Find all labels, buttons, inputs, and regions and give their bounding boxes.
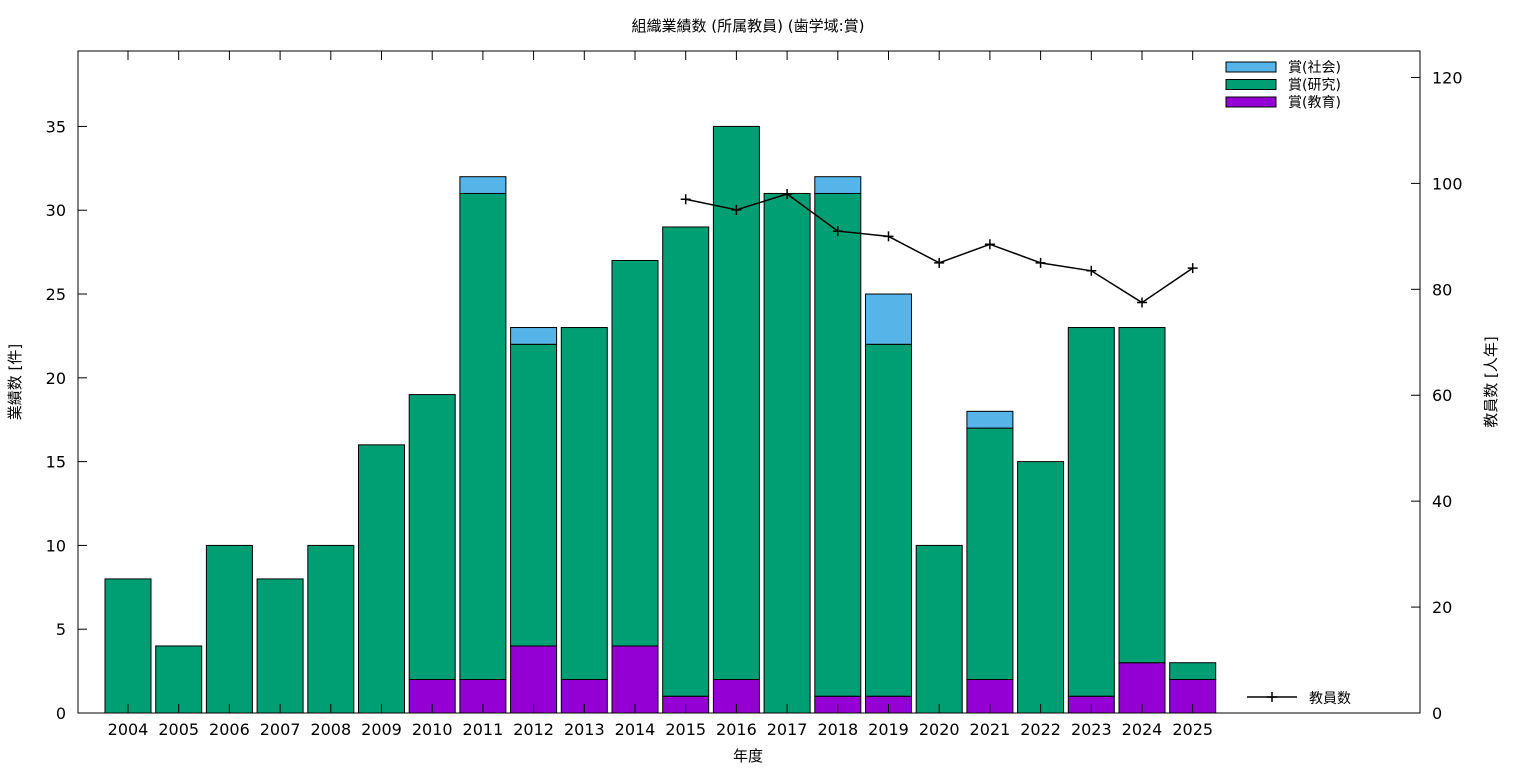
bar-2021-series-1 bbox=[966, 427, 1014, 680]
line-point-2015 bbox=[680, 194, 691, 205]
x-tick-label-2016: 2016 bbox=[716, 720, 757, 739]
y-tick-label-5: 5 bbox=[56, 620, 66, 639]
y2-tick-label-120: 120 bbox=[1432, 68, 1463, 87]
legend-swatch-0 bbox=[1225, 61, 1277, 73]
bar-2020-series-1 bbox=[915, 544, 963, 714]
bars-group bbox=[104, 125, 1217, 714]
bar-2023-series-1 bbox=[1067, 327, 1115, 697]
x-tick-label-2011: 2011 bbox=[463, 720, 504, 739]
y-tick-label-15: 15 bbox=[46, 453, 66, 472]
line-point-2021 bbox=[984, 239, 995, 250]
bar-2009-series-1 bbox=[358, 444, 405, 714]
bar-2022-series-1 bbox=[1017, 461, 1065, 714]
bar-2011-series-1 bbox=[459, 192, 507, 680]
x-tick-label-2012: 2012 bbox=[513, 720, 554, 739]
x-tick-label-2007: 2007 bbox=[260, 720, 301, 739]
x-tick-label-2004: 2004 bbox=[108, 720, 149, 739]
y2-tick-label-0: 0 bbox=[1432, 704, 1442, 723]
bar-2014-series-1 bbox=[611, 259, 659, 647]
x-tick-label-2009: 2009 bbox=[361, 720, 402, 739]
legend-label-1: 賞(研究) bbox=[1288, 78, 1341, 94]
bar-2018-series-2 bbox=[814, 176, 862, 194]
y-tick-label-10: 10 bbox=[46, 536, 66, 555]
y-tick-label-35: 35 bbox=[46, 117, 66, 136]
x-tick-label-2020: 2020 bbox=[919, 720, 960, 739]
x-tick-label-2010: 2010 bbox=[412, 720, 453, 739]
line-group bbox=[680, 188, 1198, 308]
y-axis-label: 業績数 [件] bbox=[6, 344, 24, 420]
line-point-2017 bbox=[782, 188, 793, 199]
y-tick-label-25: 25 bbox=[46, 285, 66, 304]
x-tick-label-2014: 2014 bbox=[615, 720, 656, 739]
legend-swatch-2 bbox=[1225, 96, 1277, 108]
bar-2016-series-1 bbox=[712, 125, 760, 680]
x-tick-label-2006: 2006 bbox=[209, 720, 250, 739]
plot-frame bbox=[77, 50, 1421, 714]
x-tick-label-2017: 2017 bbox=[767, 720, 808, 739]
bar-2014-series-0 bbox=[611, 645, 659, 714]
x-tick-label-2025: 2025 bbox=[1172, 720, 1213, 739]
line-series bbox=[685, 193, 1194, 304]
x-tick-label-2021: 2021 bbox=[970, 720, 1011, 739]
y2-tick-label-20: 20 bbox=[1432, 598, 1452, 617]
line-point-2023 bbox=[1086, 265, 1097, 276]
bar-2017-series-1 bbox=[763, 192, 811, 714]
legend-line-label: 教員数 bbox=[1309, 691, 1351, 707]
y-tick-label-30: 30 bbox=[46, 201, 66, 220]
bar-2012-series-2 bbox=[510, 327, 558, 345]
line-point-2025 bbox=[1187, 263, 1198, 274]
legend-label-0: 賞(社会) bbox=[1288, 60, 1341, 76]
bar-2012-series-1 bbox=[510, 343, 558, 647]
bar-2012-series-0 bbox=[510, 645, 558, 714]
bar-2004-series-1 bbox=[104, 578, 152, 714]
y2-axis-label: 教員数 [人年] bbox=[1482, 336, 1500, 427]
bar-2015-series-1 bbox=[662, 226, 710, 697]
x-tick-label-2013: 2013 bbox=[564, 720, 605, 739]
x-tick-label-2022: 2022 bbox=[1020, 720, 1061, 739]
line-point-2018 bbox=[832, 226, 843, 237]
y2-tick-label-100: 100 bbox=[1432, 174, 1463, 193]
x-tick-label-2008: 2008 bbox=[310, 720, 351, 739]
legend-label-2: 賞(教育) bbox=[1288, 95, 1341, 111]
bar-2008-series-1 bbox=[307, 544, 355, 714]
chart-title: 組織業績数 (所属教員) (歯学域:賞) bbox=[632, 17, 865, 35]
legend-swatch-1 bbox=[1225, 79, 1277, 90]
bar-2018-series-1 bbox=[814, 192, 862, 697]
bar-2011-series-2 bbox=[459, 176, 507, 194]
bar-2019-series-2 bbox=[865, 293, 912, 345]
y2-tick-label-80: 80 bbox=[1432, 280, 1452, 299]
line-point-2016 bbox=[731, 204, 742, 215]
legend-line-marker bbox=[1267, 692, 1277, 702]
legend: 賞(社会) 賞(研究)賞(教育) 教員数 bbox=[1225, 60, 1351, 707]
y-tick-label-20: 20 bbox=[46, 369, 66, 388]
bar-2006-series-1 bbox=[205, 544, 253, 714]
bar-2010-series-1 bbox=[408, 394, 456, 680]
y2-tick-label-60: 60 bbox=[1432, 386, 1452, 405]
bar-2024-series-1 bbox=[1118, 327, 1166, 664]
bar-2005-series-1 bbox=[155, 645, 203, 714]
x-tick-label-2019: 2019 bbox=[868, 720, 909, 739]
line-point-2020 bbox=[934, 257, 945, 268]
bar-2021-series-2 bbox=[966, 410, 1014, 429]
x-tick-label-2023: 2023 bbox=[1071, 720, 1112, 739]
y2-tick-label-40: 40 bbox=[1432, 492, 1452, 511]
bar-2025-series-1 bbox=[1169, 662, 1217, 680]
bar-2019-series-1 bbox=[865, 343, 912, 697]
x-tick-label-2018: 2018 bbox=[817, 720, 858, 739]
x-tick-label-2005: 2005 bbox=[158, 720, 199, 739]
line-point-2022 bbox=[1035, 257, 1046, 268]
bar-2007-series-1 bbox=[256, 578, 304, 714]
bar-2013-series-1 bbox=[560, 327, 608, 680]
line-point-2019 bbox=[883, 231, 894, 242]
x-axis-label: 年度 bbox=[733, 747, 763, 765]
x-tick-label-2015: 2015 bbox=[665, 720, 706, 739]
x-tick-label-2024: 2024 bbox=[1122, 720, 1163, 739]
y-tick-label-0: 0 bbox=[56, 704, 66, 723]
line-point-2024 bbox=[1137, 297, 1147, 308]
